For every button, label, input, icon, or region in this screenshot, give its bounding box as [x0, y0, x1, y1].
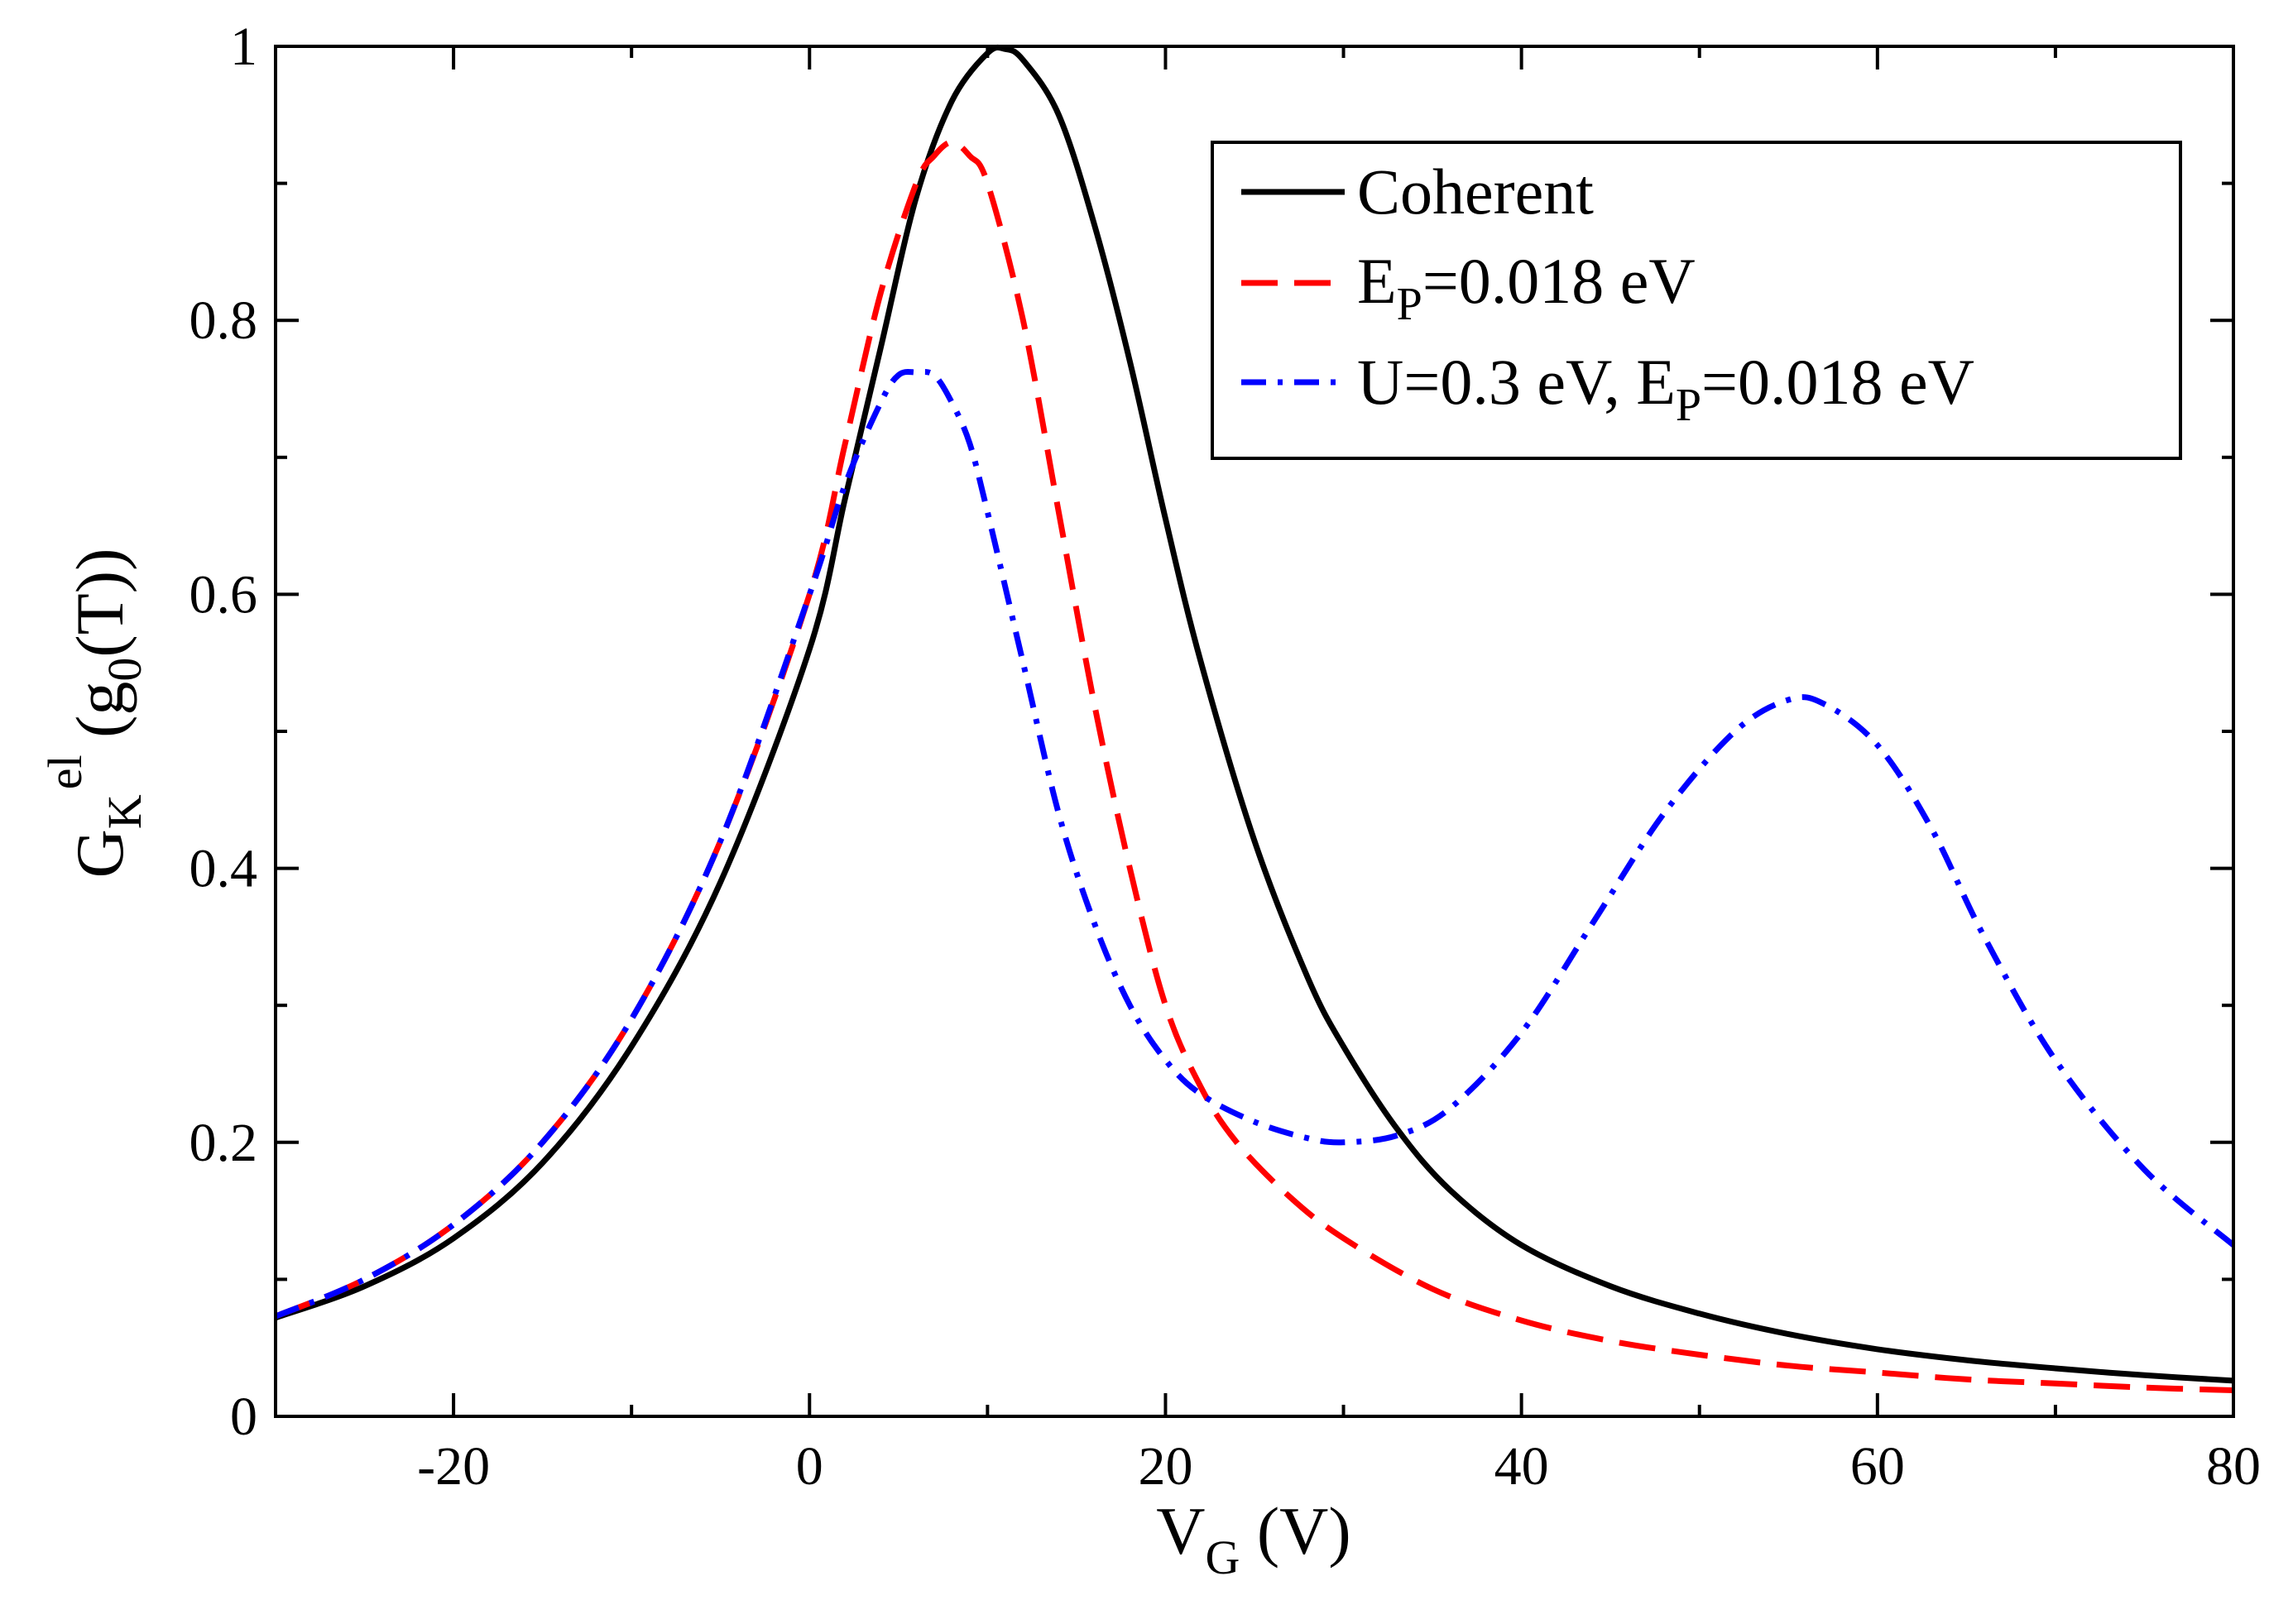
- y-axis-title-sup: el: [38, 755, 92, 789]
- y-tick-label: 1: [230, 17, 257, 77]
- y-tick-label: 0.2: [189, 1113, 258, 1173]
- x-axis-title: VG (V): [1156, 1493, 1350, 1584]
- y-tick-label: 0.8: [189, 290, 258, 351]
- x-axis-title-rest: (V): [1240, 1493, 1350, 1569]
- legend-ep-rest: =0.018 eV: [1422, 245, 1696, 317]
- y-axis-title-rest1: (g: [62, 682, 137, 755]
- y-axis-title-rest2: (T)): [62, 549, 137, 658]
- legend: Coherent EP=0.018 eV U=0.3 eV, EP=0.018 …: [1211, 141, 2182, 460]
- y-tick-label: 0.4: [189, 839, 258, 899]
- x-tick-label: 60: [1850, 1436, 1905, 1497]
- x-tick-label: 20: [1138, 1436, 1192, 1497]
- legend-box: [1211, 141, 2182, 460]
- series-line-2: [274, 369, 2236, 1320]
- legend-ep-main: E: [1357, 245, 1397, 317]
- y-axis-title-sub: K: [98, 794, 151, 829]
- series-line-0: [274, 44, 2234, 1384]
- x-tick-label: -20: [417, 1436, 490, 1497]
- legend-uep-rest: =0.018 eV: [1701, 346, 1974, 418]
- series-line-1: [274, 139, 2234, 1393]
- x-axis-title-main: V: [1156, 1493, 1205, 1569]
- legend-ep-sub: P: [1397, 279, 1422, 330]
- y-tick-label: 0: [230, 1387, 257, 1447]
- x-tick-label: 80: [2206, 1436, 2261, 1497]
- legend-label-u-ep: U=0.3 eV, EP=0.018 eV: [1357, 346, 1974, 431]
- x-tick-label: 0: [796, 1436, 823, 1497]
- y-axis-title: GKel (g0(T)): [38, 549, 151, 879]
- legend-label-ep: EP=0.018 eV: [1357, 245, 1696, 330]
- plot-frame: [274, 45, 2235, 1418]
- x-axis-title-sub: G: [1205, 1531, 1240, 1584]
- legend-coherent-text: Coherent: [1357, 156, 1594, 228]
- y-axis-title-sub2: 0: [98, 658, 151, 682]
- y-axis-title-main: G: [62, 829, 137, 878]
- legend-uep-sub: P: [1676, 380, 1701, 431]
- y-tick-label: 0.6: [189, 564, 258, 625]
- legend-label-coherent: Coherent: [1357, 156, 1594, 228]
- legend-uep-main: U=0.3 eV, E: [1357, 346, 1676, 418]
- x-tick-label: 40: [1494, 1436, 1549, 1497]
